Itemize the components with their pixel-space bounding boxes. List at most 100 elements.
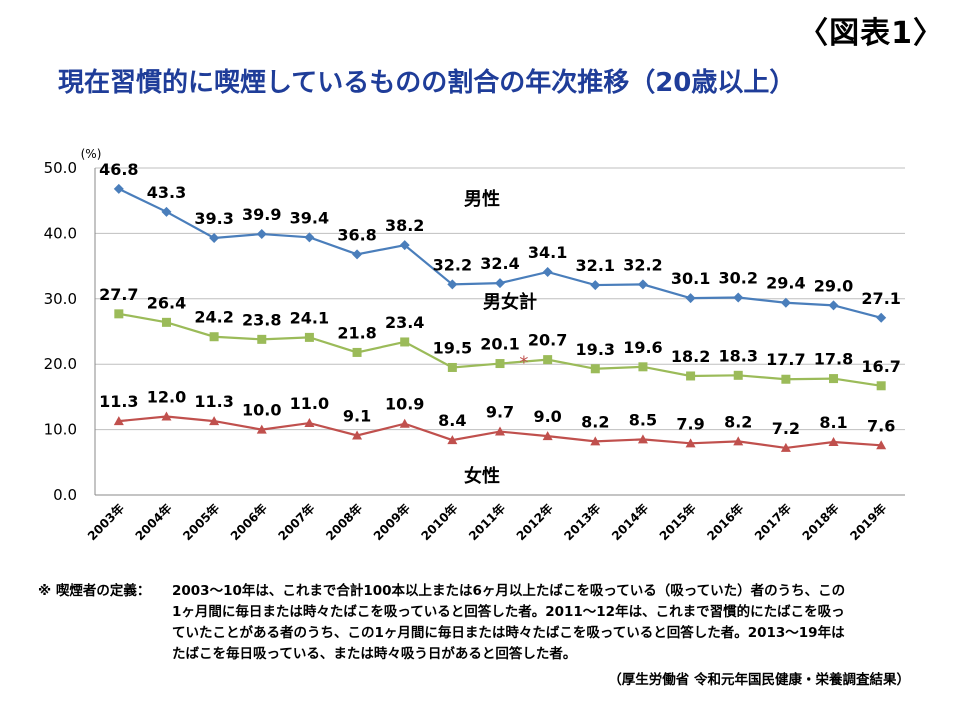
unit-label: (%) — [81, 147, 102, 161]
data-label: 19.6 — [623, 338, 662, 357]
data-label: 27.1 — [861, 289, 900, 308]
annotation-asterisk: * — [519, 353, 528, 374]
data-label: 23.4 — [385, 313, 424, 332]
data-label: 34.1 — [528, 243, 567, 262]
data-point — [876, 440, 887, 450]
x-tick-label: 2013年 — [561, 501, 604, 544]
data-label: 12.0 — [147, 388, 186, 407]
x-tick-label: 2009年 — [370, 501, 413, 544]
x-tick-label: 2011年 — [465, 501, 508, 544]
y-tick-label: 20.0 — [44, 355, 77, 373]
x-tick-label: 2014年 — [608, 501, 651, 544]
data-label: 23.8 — [242, 310, 281, 329]
data-point — [543, 355, 553, 365]
data-point — [780, 297, 791, 308]
data-point — [209, 232, 220, 243]
y-tick-label: 30.0 — [44, 290, 77, 308]
data-point — [542, 266, 553, 277]
data-label: 46.8 — [99, 160, 138, 179]
data-label: 39.3 — [194, 209, 233, 228]
data-point — [685, 293, 696, 304]
data-label: 21.8 — [337, 323, 376, 342]
data-point — [256, 229, 267, 240]
data-label: 27.7 — [99, 285, 138, 304]
data-point — [161, 317, 171, 327]
data-point — [447, 362, 457, 372]
data-point — [780, 442, 791, 452]
data-point — [399, 418, 410, 428]
data-label: 11.3 — [99, 392, 138, 411]
data-point — [399, 240, 410, 251]
x-tick-label: 2015年 — [656, 501, 699, 544]
data-label: 8.1 — [819, 413, 847, 432]
data-point — [829, 374, 839, 384]
data-label: 8.4 — [438, 411, 466, 430]
x-tick-label: 2019年 — [847, 501, 890, 544]
data-point — [590, 436, 601, 446]
data-label: 32.1 — [576, 256, 615, 275]
series-label: 男性 — [464, 188, 500, 210]
data-point — [256, 424, 267, 434]
data-point — [781, 374, 791, 384]
x-tick-label: 2003年 — [84, 501, 127, 544]
x-tick-label: 2018年 — [799, 501, 842, 544]
data-label: 39.4 — [290, 208, 329, 227]
series-label: 女性 — [464, 465, 500, 487]
data-label: 8.2 — [581, 412, 609, 431]
data-label: 19.5 — [433, 338, 472, 357]
data-point — [400, 337, 410, 347]
data-label: 7.2 — [772, 419, 800, 438]
data-label: 16.7 — [861, 357, 900, 376]
data-point — [733, 370, 743, 380]
data-point — [495, 426, 505, 436]
data-point — [828, 300, 839, 311]
data-point — [733, 436, 744, 446]
data-point — [733, 292, 744, 303]
data-point — [876, 312, 887, 323]
data-label: 39.9 — [242, 205, 281, 224]
data-point — [876, 381, 886, 391]
data-point — [161, 411, 172, 421]
x-tick-label: 2016年 — [704, 501, 747, 544]
data-label: 38.2 — [385, 216, 424, 235]
note-line: 1ヶ月間に毎日または時々たばこを吸っていると回答した者。2011～12年は、これ… — [172, 604, 845, 620]
data-label: 26.4 — [147, 293, 186, 312]
y-tick-label: 40.0 — [44, 224, 77, 242]
data-label: 7.6 — [867, 416, 895, 435]
note-line: たばこを毎日吸っている、または時々吸う日があると回答した者。 — [172, 646, 577, 662]
data-label: 20.7 — [528, 331, 567, 350]
data-label: 9.7 — [486, 403, 514, 422]
data-label: 17.7 — [766, 350, 805, 369]
data-label: 24.1 — [290, 308, 329, 327]
data-label: 11.3 — [194, 392, 233, 411]
y-tick-label: 50.0 — [44, 159, 77, 177]
y-tick-label: 10.0 — [44, 421, 77, 439]
data-point — [685, 438, 696, 448]
data-point — [209, 332, 219, 342]
data-label: 43.3 — [147, 183, 186, 202]
data-label: 17.8 — [814, 350, 853, 369]
data-label: 32.4 — [480, 254, 519, 273]
data-point — [304, 418, 315, 428]
data-label: 11.0 — [290, 394, 329, 413]
data-point — [352, 347, 362, 357]
source-citation: （厚生労働省 令和元年国民健康・栄養調査結果） — [608, 672, 910, 688]
x-tick-label: 2012年 — [513, 501, 556, 544]
data-label: 8.5 — [629, 410, 657, 429]
data-point — [161, 206, 172, 217]
series-label: 男女計 — [483, 291, 537, 313]
x-tick-label: 2004年 — [132, 501, 175, 544]
data-label: 18.2 — [671, 347, 710, 366]
data-point — [542, 431, 553, 441]
data-label: 30.2 — [718, 268, 757, 287]
data-label: 32.2 — [623, 255, 662, 274]
data-point — [304, 332, 314, 342]
x-tick-label: 2005年 — [180, 501, 223, 544]
data-point — [638, 362, 648, 372]
x-tick-label: 2008年 — [322, 501, 365, 544]
data-point — [686, 371, 696, 381]
data-point — [828, 437, 839, 447]
data-point — [637, 434, 648, 444]
data-label: 7.9 — [676, 414, 704, 433]
chart-title: 現在習慣的に喫煙しているものの割合の年次推移（20歳以上） — [58, 68, 796, 98]
